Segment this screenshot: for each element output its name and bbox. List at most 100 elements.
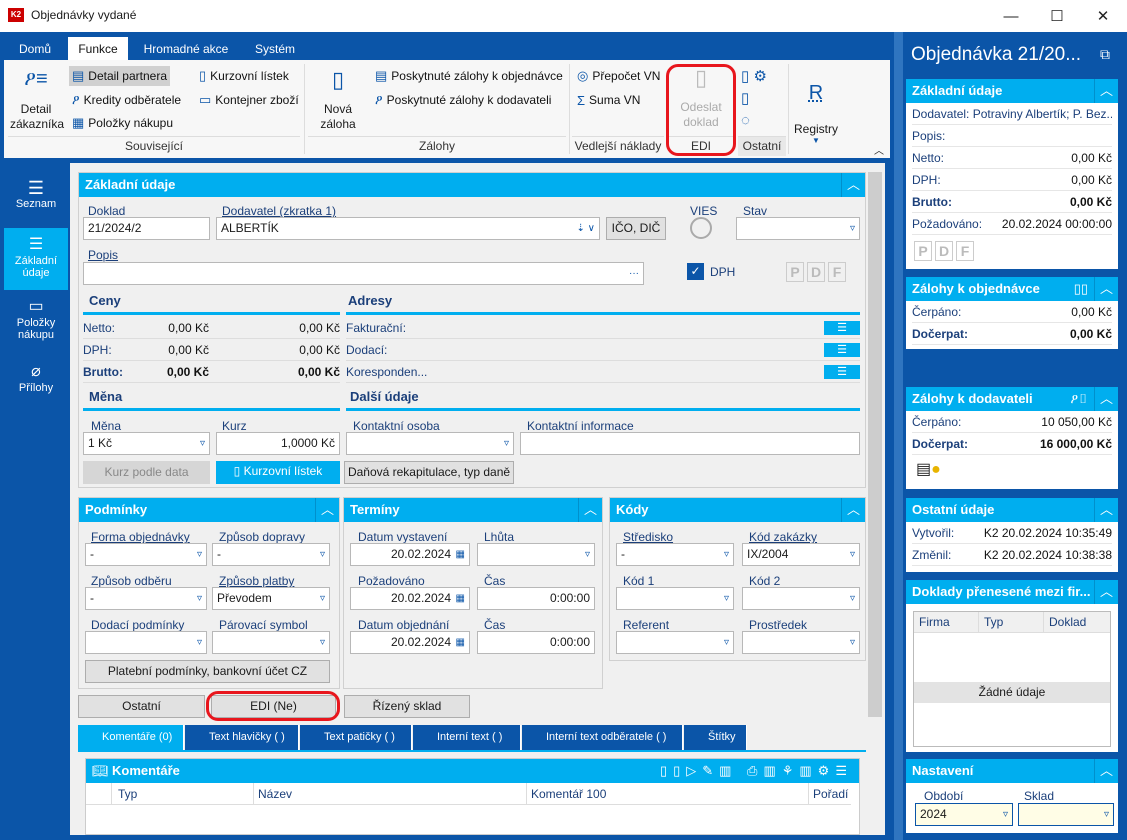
tab-domu[interactable]: Domů bbox=[18, 42, 51, 56]
referent-select[interactable]: ▿ bbox=[616, 631, 734, 654]
chevron-down-icon[interactable]: ⇣ ∨ bbox=[576, 223, 595, 234]
kod2-select[interactable]: ▿ bbox=[742, 587, 860, 610]
mena-select[interactable]: 1 Kč ▿ bbox=[83, 432, 210, 455]
datum-objednani-input[interactable]: 20.02.2024 ▦ bbox=[350, 631, 470, 654]
kontejner-zbozi-button[interactable]: ▭ Kontejner zboží bbox=[199, 92, 299, 107]
column-typ[interactable]: Typ bbox=[979, 612, 1044, 632]
collapse-icon[interactable]: ︿ bbox=[1094, 387, 1118, 411]
collapse-icon[interactable]: ︿ bbox=[1094, 277, 1118, 301]
column-nazev[interactable]: Název bbox=[254, 783, 527, 804]
person-calculator-icon[interactable]: ዖ▯ bbox=[1070, 391, 1088, 406]
kontaktni-informace-input[interactable] bbox=[520, 432, 860, 455]
zalohy-dodavatel-button[interactable]: ዖ Poskytnuté zálohy k dodavateli bbox=[375, 92, 552, 107]
popis-input[interactable]: ··· bbox=[83, 262, 644, 285]
tab-system[interactable]: Systém bbox=[254, 42, 295, 56]
menu-button[interactable]: ☰ bbox=[824, 343, 860, 357]
collapse-icon[interactable]: ︿ bbox=[1094, 759, 1118, 783]
scrollbar[interactable] bbox=[868, 172, 882, 717]
column-doklad[interactable]: Doklad bbox=[1049, 615, 1087, 629]
kurzovni-listek-button[interactable]: ▯ Kurzovní lístek bbox=[216, 461, 340, 484]
calendar-icon[interactable]: ▦ bbox=[455, 637, 465, 648]
kurz-input[interactable]: 1,0000 Kč bbox=[216, 432, 340, 455]
doklad-input[interactable]: 21/2024/2 bbox=[83, 217, 210, 240]
tab-text-paticky[interactable]: Text patičky ( ) bbox=[300, 725, 412, 750]
collapse-icon[interactable]: ︿ bbox=[1094, 580, 1118, 604]
column-typ[interactable]: Typ bbox=[112, 783, 254, 804]
cas-input[interactable]: 0:00:00 bbox=[477, 587, 595, 610]
tab-stitky[interactable]: Štítky bbox=[684, 725, 747, 750]
column-poradi[interactable]: Pořadí bbox=[813, 787, 849, 801]
lhuta-select[interactable]: ▿ bbox=[477, 543, 595, 566]
kredity-button[interactable]: ዖ Kredity odběratele bbox=[72, 92, 182, 107]
close-button[interactable]: ✕ bbox=[1096, 8, 1110, 25]
grid-toolbar[interactable]: ▯▯▷✎▥ ⎙▥⚘▥⚙☰ bbox=[659, 763, 853, 778]
minimize-button[interactable]: — bbox=[1003, 7, 1019, 25]
detail-zakaznika-button[interactable]: ዖ≡ Detail zákazníka bbox=[10, 68, 65, 131]
invoice-coins-icon[interactable]: ▤● bbox=[916, 461, 941, 478]
tab-komentare[interactable]: Komentáře (0) bbox=[78, 725, 184, 750]
more-icon[interactable]: ··· bbox=[629, 268, 639, 279]
column-komentar[interactable]: Komentář 100 bbox=[527, 783, 809, 804]
sklad-select[interactable]: ▿ bbox=[1018, 803, 1114, 826]
obdobi-select[interactable]: 2024 ▿ bbox=[915, 803, 1013, 826]
tab-text-hlavicky[interactable]: Text hlavičky ( ) bbox=[185, 725, 299, 750]
gear-icon[interactable]: ⚙ bbox=[753, 68, 767, 85]
nav-item-seznam[interactable]: ☰ Seznam bbox=[15, 178, 57, 210]
polozky-nakupu-button[interactable]: ▦ Položky nákupu bbox=[72, 115, 174, 130]
parovaci-select[interactable]: ▿ bbox=[212, 631, 330, 654]
doprava-select[interactable]: - ▿ bbox=[212, 543, 330, 566]
datum-vystaveni-input[interactable]: 20.02.2024 ▦ bbox=[350, 543, 470, 566]
tab-funkce[interactable]: Funkce bbox=[68, 37, 128, 61]
pozadovano-input[interactable]: 20.02.2024 ▦ bbox=[350, 587, 470, 610]
stav-select[interactable]: ▿ bbox=[736, 217, 860, 240]
tab-interni-text[interactable]: Interní text ( ) bbox=[413, 725, 521, 750]
rizeny-sklad-button[interactable]: Řízený sklad bbox=[344, 695, 470, 718]
nav-item-polozky-nakupu[interactable]: ▭ Položky nákupu bbox=[16, 298, 56, 342]
calendar-icon[interactable]: ▦ bbox=[455, 549, 465, 560]
collapse-icon[interactable]: ︿ bbox=[578, 498, 602, 522]
collapse-ribbon-icon[interactable]: ︿ bbox=[874, 146, 884, 157]
cas-input[interactable]: 0:00:00 bbox=[477, 631, 595, 654]
collapse-icon[interactable]: ︿ bbox=[1094, 79, 1118, 103]
dodaci-select[interactable]: ▿ bbox=[85, 631, 207, 654]
platba-select[interactable]: Převodem ▿ bbox=[212, 587, 330, 610]
calendar-icon[interactable]: ▦ bbox=[455, 593, 465, 604]
prepocet-vn-button[interactable]: ◎ Přepočet VN bbox=[577, 68, 661, 83]
dodavatel-input[interactable]: ALBERTÍK ⇣ ∨ bbox=[216, 217, 600, 240]
odber-select[interactable]: - ▿ bbox=[85, 587, 207, 610]
document-export-icon[interactable]: ▯ bbox=[741, 68, 750, 85]
nova-zaloha-button[interactable]: ▯ Nová záloha bbox=[316, 69, 360, 132]
registry-button[interactable]: R Registry ▼ bbox=[793, 82, 838, 145]
danova-rekapitulace-button[interactable]: Daňová rekapitulace, typ daně bbox=[344, 461, 514, 484]
collapse-icon[interactable]: ︿ bbox=[841, 173, 865, 197]
splitter[interactable] bbox=[894, 32, 903, 840]
tab-interni-text-odberatele[interactable]: Interní text odběratele ( ) bbox=[522, 725, 683, 750]
ico-dic-button[interactable]: IČO, DIČ bbox=[606, 217, 666, 240]
maximize-button[interactable]: ☐ bbox=[1050, 8, 1064, 25]
ostatni-button[interactable]: Ostatní bbox=[78, 695, 205, 718]
document-cancel-icon[interactable]: ▯ bbox=[741, 90, 750, 107]
platebni-podminky-button[interactable]: Platební podmínky, bankovní účet CZ bbox=[85, 660, 330, 683]
nav-item-zakladni-udaje[interactable]: ☰ Základní údaje bbox=[4, 228, 68, 290]
detail-partnera-button[interactable]: ▤ Detail partnera bbox=[69, 66, 171, 86]
collapse-icon[interactable]: ︿ bbox=[841, 498, 865, 522]
menu-button[interactable]: ☰ bbox=[824, 365, 860, 379]
collapse-icon[interactable]: ︿ bbox=[1094, 498, 1118, 522]
zalohy-objednavka-button[interactable]: ▤ Poskytnuté zálohy k objednávce bbox=[375, 68, 563, 83]
suma-vn-button[interactable]: Σ Suma VN bbox=[577, 92, 641, 108]
menu-button[interactable]: ☰ bbox=[824, 321, 860, 335]
edi-button[interactable]: EDI (Ne) bbox=[211, 695, 336, 718]
lock-circle-icon[interactable]: ◌ bbox=[741, 112, 750, 129]
kod-zakazky-select[interactable]: IX/2004 ▿ bbox=[742, 543, 860, 566]
odeslat-doklad-button[interactable]: ▯ Odeslat doklad bbox=[670, 67, 732, 130]
kod1-select[interactable]: ▿ bbox=[616, 587, 734, 610]
popout-icon[interactable]: ⧉ bbox=[1100, 46, 1110, 62]
column-firma[interactable]: Firma bbox=[914, 612, 979, 632]
stredisko-select[interactable]: - ▿ bbox=[616, 543, 734, 566]
collapse-icon[interactable]: ︿ bbox=[315, 498, 339, 522]
kurzovni-listek-button[interactable]: ▯ Kurzovní lístek bbox=[199, 68, 289, 83]
kontaktni-osoba-select[interactable]: ▿ bbox=[346, 432, 514, 455]
nav-item-prilohy[interactable]: ⌀ Přílohy bbox=[18, 363, 54, 395]
kurz-podle-data-button[interactable]: Kurz podle data bbox=[83, 461, 210, 484]
prostredek-select[interactable]: ▿ bbox=[742, 631, 860, 654]
